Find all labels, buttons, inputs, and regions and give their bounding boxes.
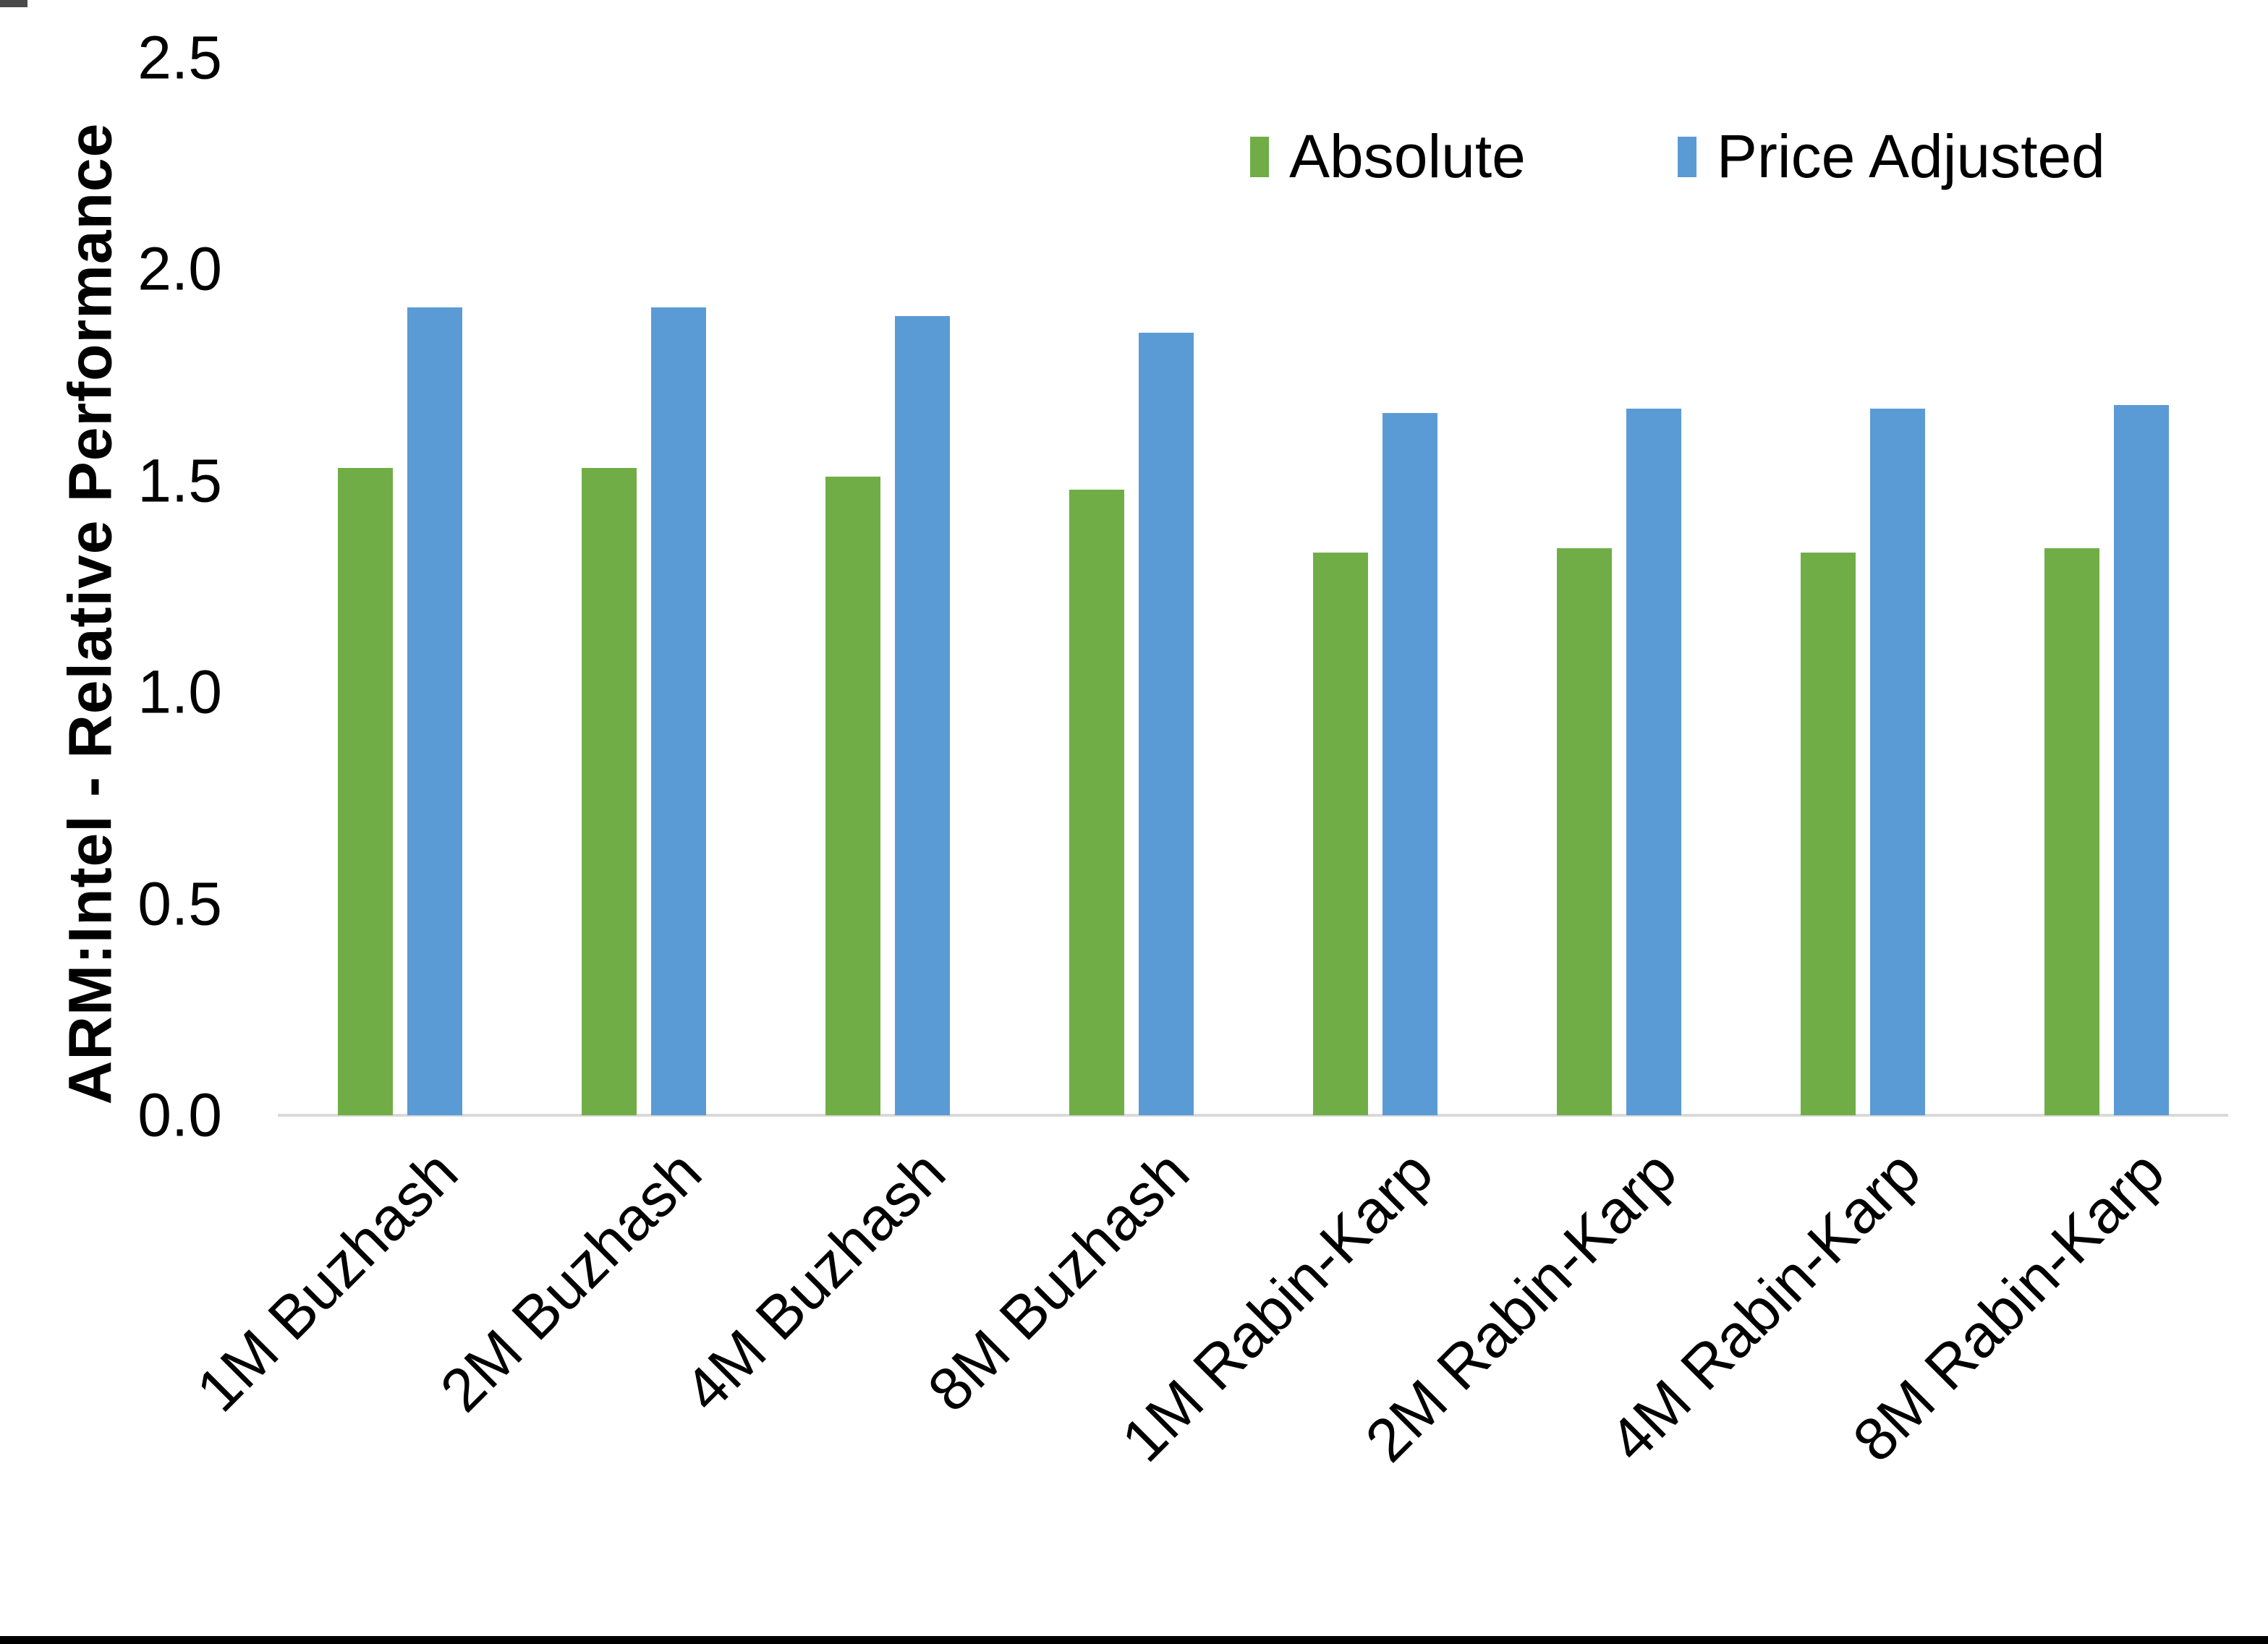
bar-group [278,58,522,1115]
bar-absolute [581,468,637,1115]
bar-absolute [337,468,393,1115]
bar-group [1741,58,1984,1115]
legend-swatch-absolute [1250,136,1269,177]
y-tick-label: 2.0 [137,234,222,303]
legend-label-absolute: Absolute [1289,122,1526,190]
bar-price-adjusted [407,307,462,1115]
bar-group [1009,58,1253,1115]
bar-group [522,58,765,1115]
bar-price-adjusted [1138,333,1194,1115]
bar-group [765,58,1009,1115]
y-tick-label: 0.0 [137,1081,222,1149]
y-axis-title: ARM:Intel - Relative Performance [56,122,124,1105]
bar-price-adjusted [894,315,950,1115]
bottom-border [0,1636,2268,1644]
legend: Absolute Price Adjusted [1250,122,2105,192]
legend-entry-absolute: Absolute [1250,122,1526,192]
bar-price-adjusted [1626,409,1681,1115]
x-category-label: 4M Buzhash [671,1137,958,1425]
bar-absolute [1069,489,1124,1115]
bar-group [1253,58,1497,1115]
bar-absolute [2044,548,2099,1115]
x-category-label: 1M Buzhash [183,1137,470,1425]
bar-price-adjusted [650,307,706,1115]
bar-price-adjusted [1869,409,1925,1115]
y-tick-label: 2.5 [137,23,222,92]
bar-absolute [825,476,880,1115]
bar-absolute [1312,553,1368,1115]
x-category-label: 2M Buzhash [427,1137,714,1425]
plot-area [278,58,2228,1117]
legend-swatch-price-adjusted [1677,136,1696,177]
y-tick-label: 1.0 [137,657,222,726]
bar-price-adjusted [2113,404,2169,1115]
bar-absolute [1556,548,1612,1115]
bar-group [1497,58,1741,1115]
bar-price-adjusted [1382,413,1437,1115]
top-left-border-artifact [0,0,27,7]
x-axis-line [278,1114,2228,1117]
legend-label-price-adjusted: Price Adjusted [1716,122,2105,190]
y-tick-label: 0.5 [137,869,222,938]
bar-absolute [1800,553,1856,1115]
legend-entry-price-adjusted: Price Adjusted [1677,122,2105,192]
y-tick-label: 1.5 [137,446,222,515]
bar-group [1984,58,2228,1115]
